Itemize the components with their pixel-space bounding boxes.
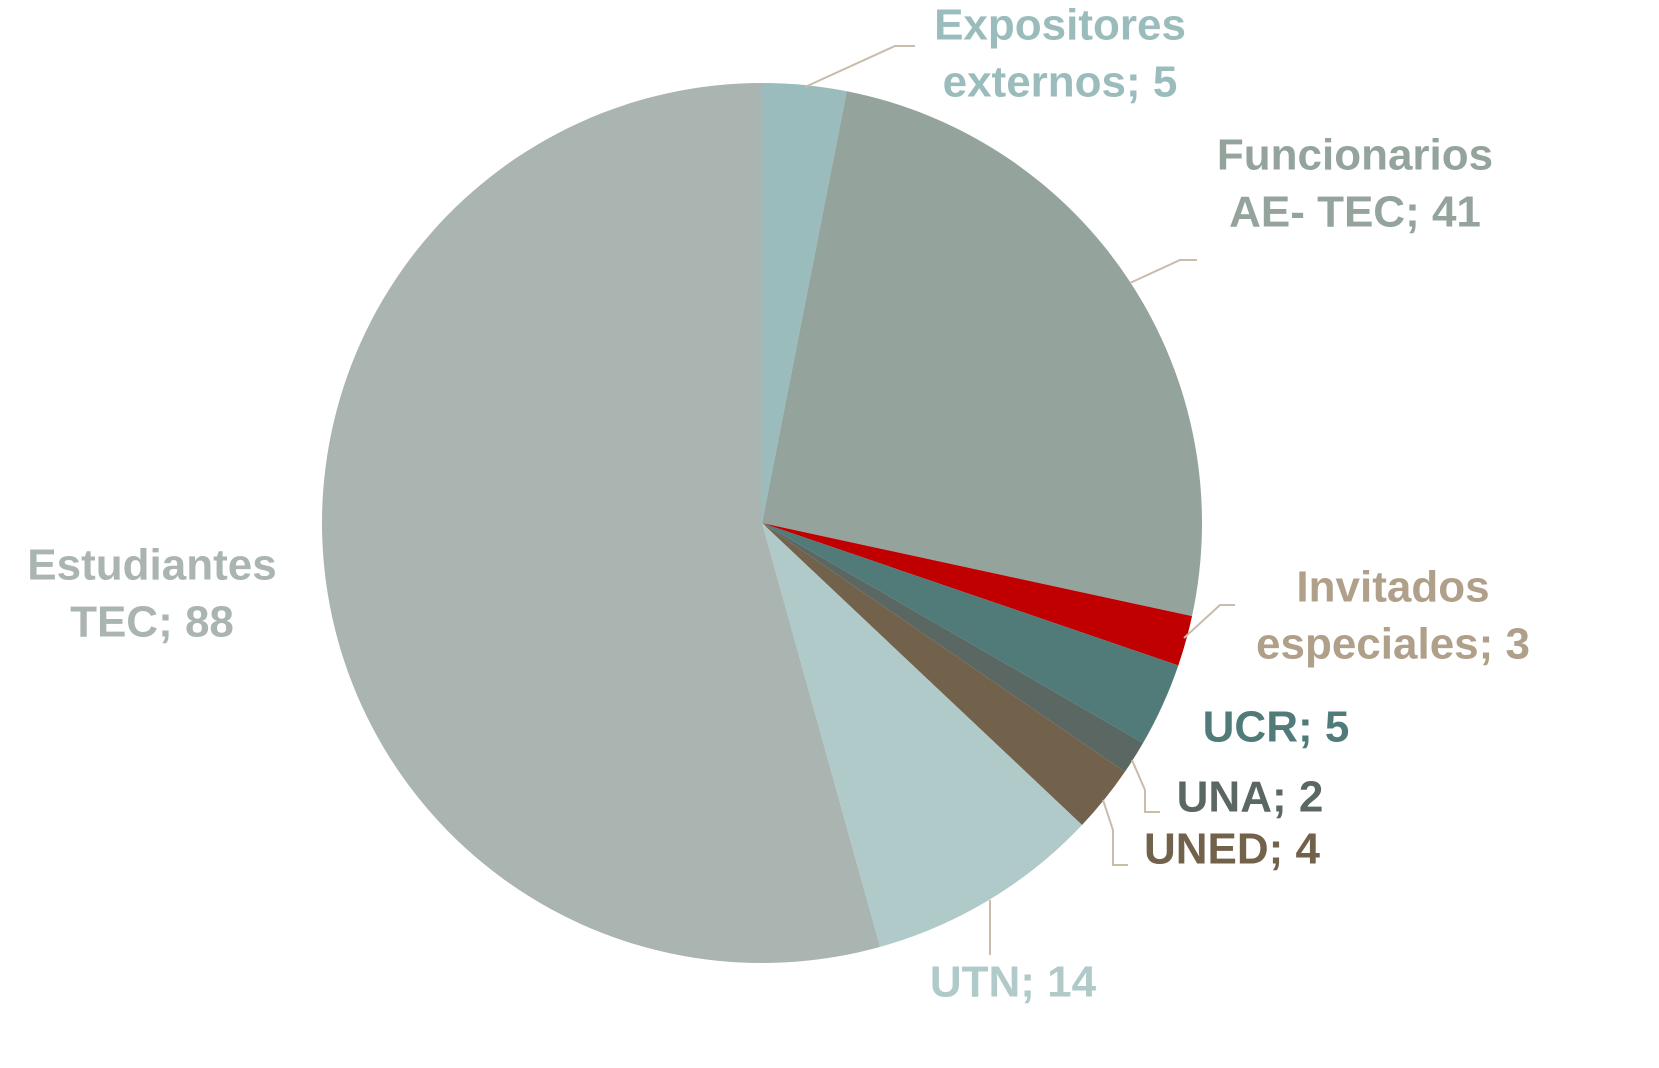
slice: Funcionarios AE- TEC	[762, 91, 1202, 617]
slice: Invitados especiales	[762, 523, 1193, 666]
data-label: externos; 5	[943, 58, 1178, 107]
leader-lines	[804, 45, 1235, 955]
slice: UNA	[762, 523, 1144, 772]
slice: UCR	[762, 523, 1179, 743]
data-label: Expositores	[934, 1, 1186, 50]
slice: UNED	[762, 523, 1125, 825]
data-label: UNA; 2	[1177, 773, 1324, 822]
leader-line	[1183, 604, 1235, 639]
leader-line	[804, 45, 915, 88]
data-label: UNED; 4	[1144, 825, 1321, 874]
leader-line	[1102, 799, 1128, 866]
slices: Expositores externosFuncionarios AE- TEC…	[321, 83, 1202, 964]
data-label: Invitados	[1296, 563, 1489, 612]
data-label: UCR; 5	[1203, 703, 1350, 752]
slice: UTN	[762, 523, 1083, 947]
data-label: especiales; 3	[1256, 620, 1530, 669]
data-label: Estudiantes	[27, 541, 276, 590]
data-label: Funcionarios	[1217, 131, 1493, 180]
data-label: TEC; 88	[70, 598, 234, 647]
slice: Expositores externos	[762, 83, 847, 523]
data-label: AE- TEC; 41	[1229, 188, 1481, 237]
data-label: UTN; 14	[930, 958, 1097, 1007]
slice: Estudiantes TEC	[321, 83, 880, 964]
leader-line	[1131, 759, 1160, 813]
leader-line	[1129, 259, 1197, 284]
